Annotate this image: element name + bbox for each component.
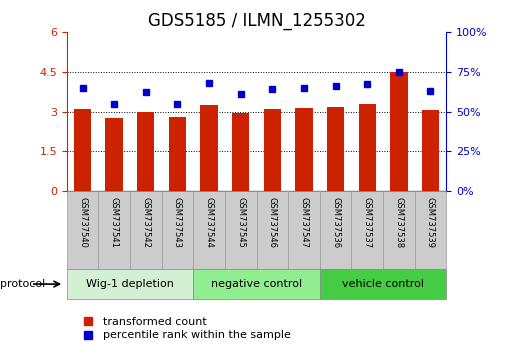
Text: Wig-1 depletion: Wig-1 depletion	[86, 279, 174, 289]
Bar	[74, 109, 91, 191]
Bar	[390, 72, 407, 191]
Bar	[320, 269, 446, 299]
Bar	[264, 109, 281, 191]
Text: GSM737541: GSM737541	[110, 198, 119, 248]
Text: GSM737546: GSM737546	[268, 198, 277, 249]
Bar	[383, 191, 415, 269]
Text: GSM737536: GSM737536	[331, 198, 340, 249]
Bar	[225, 191, 256, 269]
Text: negative control: negative control	[211, 279, 302, 289]
Bar	[295, 108, 312, 191]
Bar	[67, 269, 193, 299]
Legend: transformed count, percentile rank within the sample: transformed count, percentile rank withi…	[72, 313, 295, 345]
Bar	[98, 191, 130, 269]
Bar	[256, 191, 288, 269]
Bar	[201, 105, 218, 191]
Text: vehicle control: vehicle control	[342, 279, 424, 289]
Text: GSM737539: GSM737539	[426, 198, 435, 249]
Bar	[288, 191, 320, 269]
Bar	[359, 104, 376, 191]
Text: GSM737542: GSM737542	[141, 198, 150, 248]
Bar	[422, 110, 439, 191]
Bar	[351, 191, 383, 269]
Bar	[327, 107, 344, 191]
Text: GSM737547: GSM737547	[300, 198, 308, 249]
Bar	[232, 113, 249, 191]
Text: GDS5185 / ILMN_1255302: GDS5185 / ILMN_1255302	[148, 12, 365, 30]
Bar	[193, 269, 320, 299]
Text: GSM737537: GSM737537	[363, 198, 372, 249]
Bar	[106, 118, 123, 191]
Bar	[67, 191, 98, 269]
Text: GSM737543: GSM737543	[173, 198, 182, 249]
Bar	[130, 191, 162, 269]
Text: GSM737538: GSM737538	[394, 198, 403, 249]
Text: GSM737544: GSM737544	[205, 198, 213, 248]
Bar	[137, 112, 154, 191]
Bar	[193, 191, 225, 269]
Bar	[415, 191, 446, 269]
Bar	[162, 191, 193, 269]
Bar	[169, 117, 186, 191]
Text: GSM737545: GSM737545	[236, 198, 245, 248]
Text: GSM737540: GSM737540	[78, 198, 87, 248]
Bar	[320, 191, 351, 269]
Text: protocol: protocol	[0, 279, 45, 289]
